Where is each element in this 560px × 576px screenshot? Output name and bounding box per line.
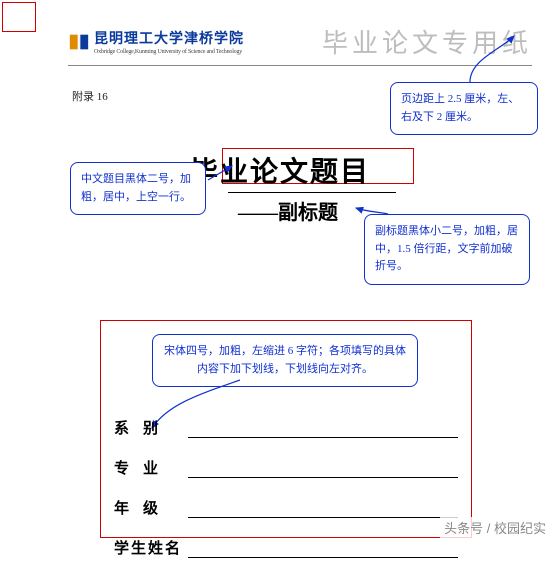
form-underline [188,437,458,438]
corner-marker [2,2,36,32]
cover-form: 系别 专业 年级 学生姓名 [114,416,458,576]
form-row: 学生姓名 [114,536,458,558]
callout-margins: 页边距上 2.5 厘米，左、右及下 2 厘米。 [390,82,538,135]
logo: 昆明理工大学津桥学院 Oxbridge College,Kunming Univ… [68,28,244,55]
callout-title-style: 中文题目黑体二号，加粗，居中，上空一行。 [70,162,206,215]
header-title: 毕业论文专用纸 [322,23,532,60]
form-underline [188,517,458,518]
form-label-dept: 系别 [114,417,184,438]
page-header: 昆明理工大学津桥学院 Oxbridge College,Kunming Univ… [68,18,532,66]
form-underline [188,557,458,558]
form-label-major: 专业 [114,457,184,478]
form-underline [188,477,458,478]
logo-icon [68,31,90,53]
form-label-grade: 年级 [114,497,184,518]
form-row: 系别 [114,416,458,438]
callout-form-style: 宋体四号，加粗，左缩进 6 字符；各项填写的具体内容下加下划线，下划线向左对齐。 [152,334,418,387]
appendix-label: 附录 16 [72,88,108,104]
logo-cn-2: 津桥学院 [184,32,244,47]
logo-en: Oxbridge College,Kunming University of S… [94,49,244,55]
logo-cn-1: 昆明理工大学 [94,32,184,47]
page: 昆明理工大学津桥学院 Oxbridge College,Kunming Univ… [0,0,560,544]
callout-subtitle-style: 副标题黑体小二号，加粗，居中，1.5 倍行距，文字前加破折号。 [364,214,530,285]
sub-title: ——副标题 [238,196,338,225]
form-label-name: 学生姓名 [114,537,184,558]
form-row: 专业 [114,456,458,478]
form-row: 年级 [114,496,458,518]
subtitle-rule [228,192,396,193]
watermark: 头条号 / 校园纪实 [440,517,550,538]
logo-text: 昆明理工大学津桥学院 Oxbridge College,Kunming Univ… [94,28,244,55]
